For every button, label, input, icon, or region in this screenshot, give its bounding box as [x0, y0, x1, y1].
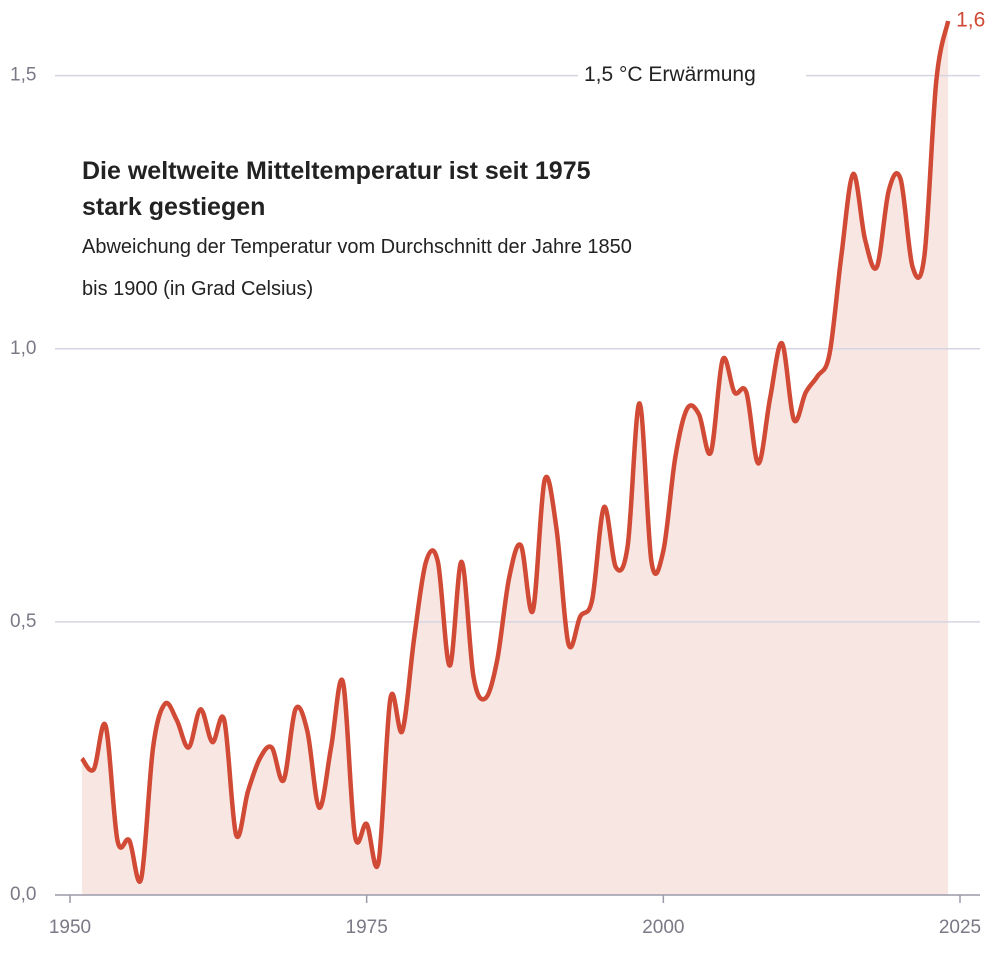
area: [81, 21, 949, 895]
y-tick-label: 1,5: [10, 65, 36, 86]
value-label: 1,6: [956, 9, 985, 32]
chart-subtitle: Abweichung der Temperatur vom Durchschni…: [82, 236, 632, 300]
x-tick-label: 1975: [346, 917, 388, 938]
y-tick-label: 0,5: [10, 611, 36, 632]
annotation-bg: [578, 61, 806, 90]
x-tick-label: 1950: [49, 917, 91, 938]
annotation: 1,5 °C Erwärmung: [584, 63, 756, 86]
line: [80, 20, 951, 884]
x-tick-label: 2000: [642, 917, 684, 938]
y-tick-label: 1,0: [10, 338, 36, 359]
x-tick-label: 2025: [939, 917, 981, 938]
chart-title: Die weltweite Mitteltemperatur ist seit …: [82, 157, 591, 221]
y-tick-label: 0,0: [10, 884, 36, 905]
